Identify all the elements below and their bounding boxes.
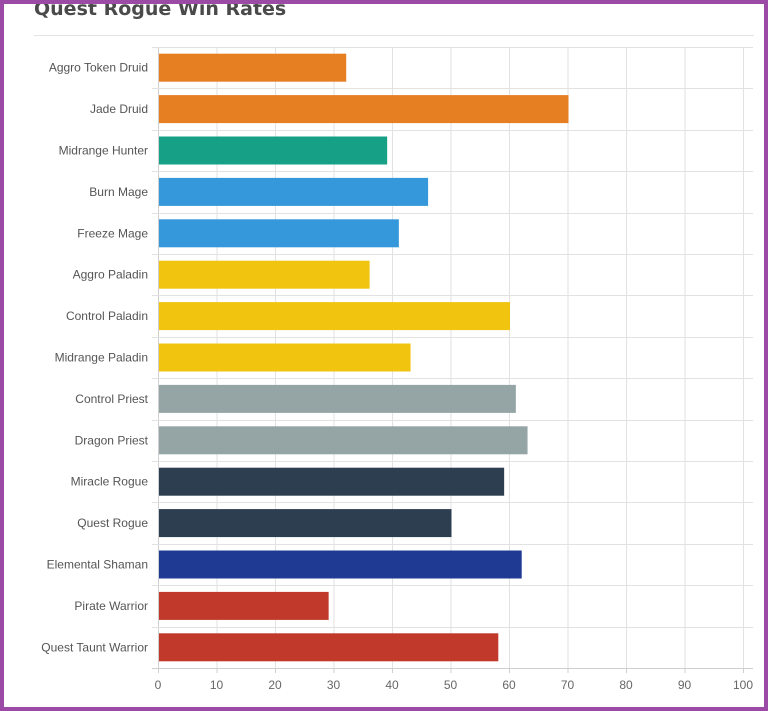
bar[interactable] [159, 95, 569, 124]
category-label: Freeze Mage [77, 226, 148, 240]
category-label: Dragon Priest [75, 433, 149, 447]
x-tick-label: 90 [678, 678, 692, 692]
category-label: Midrange Hunter [59, 144, 148, 158]
category-label: Aggro Paladin [73, 268, 148, 282]
bar[interactable] [159, 260, 370, 289]
x-tick-label: 10 [210, 678, 224, 692]
bar[interactable] [159, 550, 522, 579]
category-label: Control Priest [75, 392, 148, 406]
x-tick-labels: 0 10 20 30 40 50 60 70 80 90 100 [155, 678, 754, 692]
bar[interactable] [159, 136, 388, 165]
category-label: Quest Taunt Warrior [41, 640, 148, 654]
x-tick-label: 100 [733, 678, 753, 692]
bar[interactable] [159, 177, 429, 206]
x-tick-label: 40 [385, 678, 399, 692]
title-divider [34, 35, 754, 36]
bar[interactable] [159, 591, 329, 620]
x-tick-label: 60 [502, 678, 516, 692]
category-label: Aggro Token Druid [49, 61, 148, 75]
bars [159, 53, 569, 662]
bar[interactable] [159, 467, 505, 496]
grid-lines [152, 47, 753, 673]
category-label: Control Paladin [66, 309, 148, 323]
x-tick-label: 0 [155, 678, 162, 692]
bar[interactable] [159, 302, 510, 331]
bar[interactable] [159, 633, 499, 662]
x-tick-label: 20 [268, 678, 282, 692]
category-label: Burn Mage [89, 185, 148, 199]
x-tick-label: 50 [444, 678, 458, 692]
x-tick-label: 80 [619, 678, 633, 692]
category-label: Elemental Shaman [47, 558, 148, 572]
category-label: Midrange Paladin [55, 351, 148, 365]
x-tick-label: 30 [327, 678, 341, 692]
category-label: Jade Druid [90, 102, 148, 116]
x-tick-label: 70 [561, 678, 575, 692]
chart-title: Quest Rogue Win Rates [34, 0, 287, 20]
bar[interactable] [159, 426, 528, 455]
category-label: Miracle Rogue [71, 475, 149, 489]
category-label: Quest Rogue [77, 516, 148, 530]
bar[interactable] [159, 343, 411, 372]
category-labels: Aggro Token Druid Jade Druid Midrange Hunt… [41, 61, 148, 655]
bar[interactable] [159, 53, 347, 82]
category-label: Pirate Warrior [74, 599, 148, 613]
bar[interactable] [159, 219, 399, 248]
bar[interactable] [159, 509, 452, 538]
bar[interactable] [159, 384, 516, 413]
